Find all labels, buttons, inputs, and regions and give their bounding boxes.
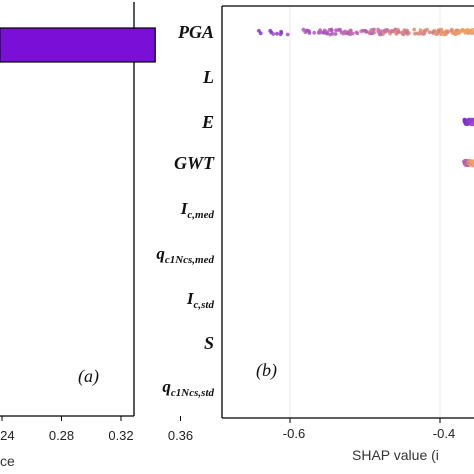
shap-point	[370, 29, 375, 33]
shap-point	[462, 159, 467, 164]
shap-point	[333, 32, 338, 36]
shap-point	[312, 30, 317, 35]
feature-label: PGA	[177, 22, 214, 42]
panel-b-xlabel: SHAP value (i	[352, 447, 439, 463]
shap-point	[471, 162, 474, 167]
feature-label: qc1Ncs,std	[162, 377, 214, 399]
shap-point	[468, 29, 472, 34]
shap-point	[445, 30, 450, 35]
shap-point	[427, 30, 432, 35]
importance-bar	[0, 27, 156, 63]
shap-point	[307, 29, 311, 34]
panel-a-label: (a)	[78, 366, 99, 387]
shap-point	[343, 29, 348, 34]
shap-point	[463, 29, 467, 33]
shap-point	[275, 31, 279, 36]
shap-point	[278, 32, 283, 37]
shap-point	[422, 29, 427, 34]
x-tick-label: 0.28	[49, 428, 74, 443]
shap-point	[396, 29, 401, 34]
shap-point	[285, 32, 290, 37]
shap-point	[303, 30, 308, 34]
feature-label: S	[204, 333, 214, 353]
shap-point	[379, 29, 383, 34]
shap-point	[361, 28, 365, 33]
shap-point	[468, 119, 472, 123]
shap-point	[378, 32, 382, 37]
feature-label: GWT	[174, 153, 215, 173]
shap-point	[390, 29, 394, 33]
shap-point	[328, 32, 333, 37]
shap-point	[434, 31, 438, 36]
x-tick-label: 0.32	[108, 428, 133, 443]
shap-point	[384, 28, 389, 32]
shap-point	[417, 32, 422, 36]
shap-point	[336, 28, 341, 32]
shap-point	[439, 32, 444, 36]
shap-point	[364, 29, 369, 34]
panel-b: PGA L E GWT Ic,med qc1Ncs,med Ic,std Sqc1Ncs,st…	[156, 5, 474, 463]
feature-label: qc1Ncs,med	[156, 244, 214, 266]
shap-point	[329, 28, 334, 33]
panel-a: 0.24 0.28 0.32 0.36 ce (a)	[0, 2, 193, 469]
shap-point	[258, 31, 263, 36]
x-tick-label: 0.36	[168, 428, 193, 443]
x-tick-label: 0.24	[0, 428, 15, 443]
panel-a-xlabel: ce	[0, 453, 15, 469]
feature-label: Ic,med	[180, 199, 215, 221]
shap-point	[454, 31, 459, 36]
feature-label: L	[202, 67, 214, 87]
panel-b-label: (b)	[256, 360, 277, 381]
x-tick-label: -0.4	[433, 426, 455, 441]
shap-point	[412, 27, 417, 32]
shap-point	[348, 29, 353, 33]
x-tick-label: -0.6	[283, 426, 305, 441]
shap-point	[271, 32, 276, 36]
feature-label: Ic,std	[186, 289, 215, 311]
feature-label: E	[201, 112, 214, 132]
shap-point	[449, 29, 453, 33]
shap-point	[355, 31, 360, 36]
shap-point	[471, 122, 474, 126]
shap-point	[431, 30, 435, 35]
shap-point	[400, 30, 405, 35]
shap-point	[348, 32, 353, 36]
shap-point	[405, 30, 409, 35]
shap-point	[317, 31, 321, 35]
shap-point	[460, 28, 464, 33]
shap-point	[321, 30, 326, 35]
shap-point	[388, 31, 392, 36]
